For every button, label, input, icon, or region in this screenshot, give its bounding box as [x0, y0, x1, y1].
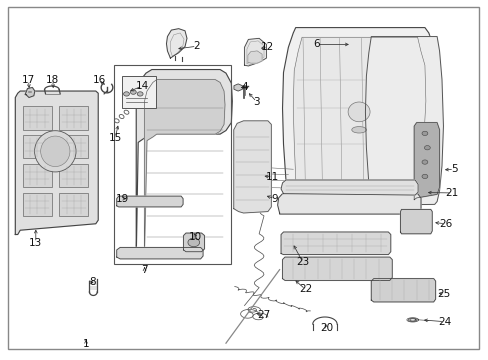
Text: 3: 3: [253, 97, 260, 107]
Polygon shape: [365, 37, 443, 205]
Bar: [22, 135, 52, 158]
Ellipse shape: [41, 136, 70, 167]
Bar: [59, 164, 88, 187]
Circle shape: [123, 92, 129, 96]
Polygon shape: [15, 91, 98, 234]
Circle shape: [137, 92, 143, 96]
Bar: [122, 76, 156, 108]
Text: 20: 20: [319, 323, 332, 333]
Text: 15: 15: [108, 133, 122, 143]
Text: 16: 16: [92, 75, 105, 85]
Polygon shape: [370, 279, 435, 302]
Bar: [114, 65, 230, 264]
Polygon shape: [117, 196, 183, 207]
Polygon shape: [244, 39, 266, 66]
Bar: [59, 107, 88, 130]
Polygon shape: [293, 37, 425, 200]
Circle shape: [130, 90, 136, 94]
Text: 27: 27: [257, 310, 270, 320]
Polygon shape: [277, 194, 420, 214]
Polygon shape: [282, 257, 391, 280]
Text: 22: 22: [298, 284, 311, 294]
Text: 21: 21: [444, 188, 457, 198]
Text: 18: 18: [46, 75, 60, 85]
Text: 24: 24: [437, 317, 450, 327]
Circle shape: [421, 131, 427, 135]
Text: 7: 7: [141, 265, 147, 275]
Ellipse shape: [347, 102, 369, 122]
Text: 6: 6: [313, 40, 319, 49]
Polygon shape: [166, 29, 186, 58]
Bar: [59, 135, 88, 158]
Text: 14: 14: [135, 81, 148, 91]
Polygon shape: [413, 123, 439, 200]
Text: 1: 1: [82, 339, 89, 349]
Polygon shape: [25, 87, 35, 98]
Text: 2: 2: [193, 41, 200, 51]
Text: 13: 13: [29, 238, 42, 248]
Text: 26: 26: [438, 219, 451, 229]
Polygon shape: [183, 233, 204, 252]
Polygon shape: [282, 28, 435, 205]
Circle shape: [187, 238, 199, 247]
Polygon shape: [400, 210, 431, 234]
Text: 17: 17: [22, 75, 35, 85]
Text: 8: 8: [89, 277, 96, 287]
Polygon shape: [247, 51, 262, 63]
Circle shape: [421, 160, 427, 164]
Bar: [22, 193, 52, 216]
Bar: [59, 193, 88, 216]
Polygon shape: [281, 180, 417, 195]
Text: 23: 23: [296, 257, 309, 267]
Polygon shape: [144, 80, 224, 252]
Text: 5: 5: [450, 164, 457, 174]
Text: 9: 9: [271, 194, 278, 204]
Text: 10: 10: [189, 232, 202, 242]
Text: 19: 19: [116, 194, 129, 204]
Polygon shape: [117, 247, 203, 259]
Circle shape: [421, 174, 427, 179]
Text: 12: 12: [261, 42, 274, 51]
Text: 25: 25: [436, 289, 449, 299]
Polygon shape: [233, 121, 271, 213]
Polygon shape: [281, 232, 390, 255]
Text: 4: 4: [241, 82, 247, 93]
Text: 11: 11: [265, 172, 279, 182]
Ellipse shape: [351, 127, 366, 133]
Ellipse shape: [35, 131, 76, 172]
Bar: [22, 107, 52, 130]
Polygon shape: [136, 69, 232, 257]
Bar: [22, 164, 52, 187]
Circle shape: [424, 145, 429, 150]
